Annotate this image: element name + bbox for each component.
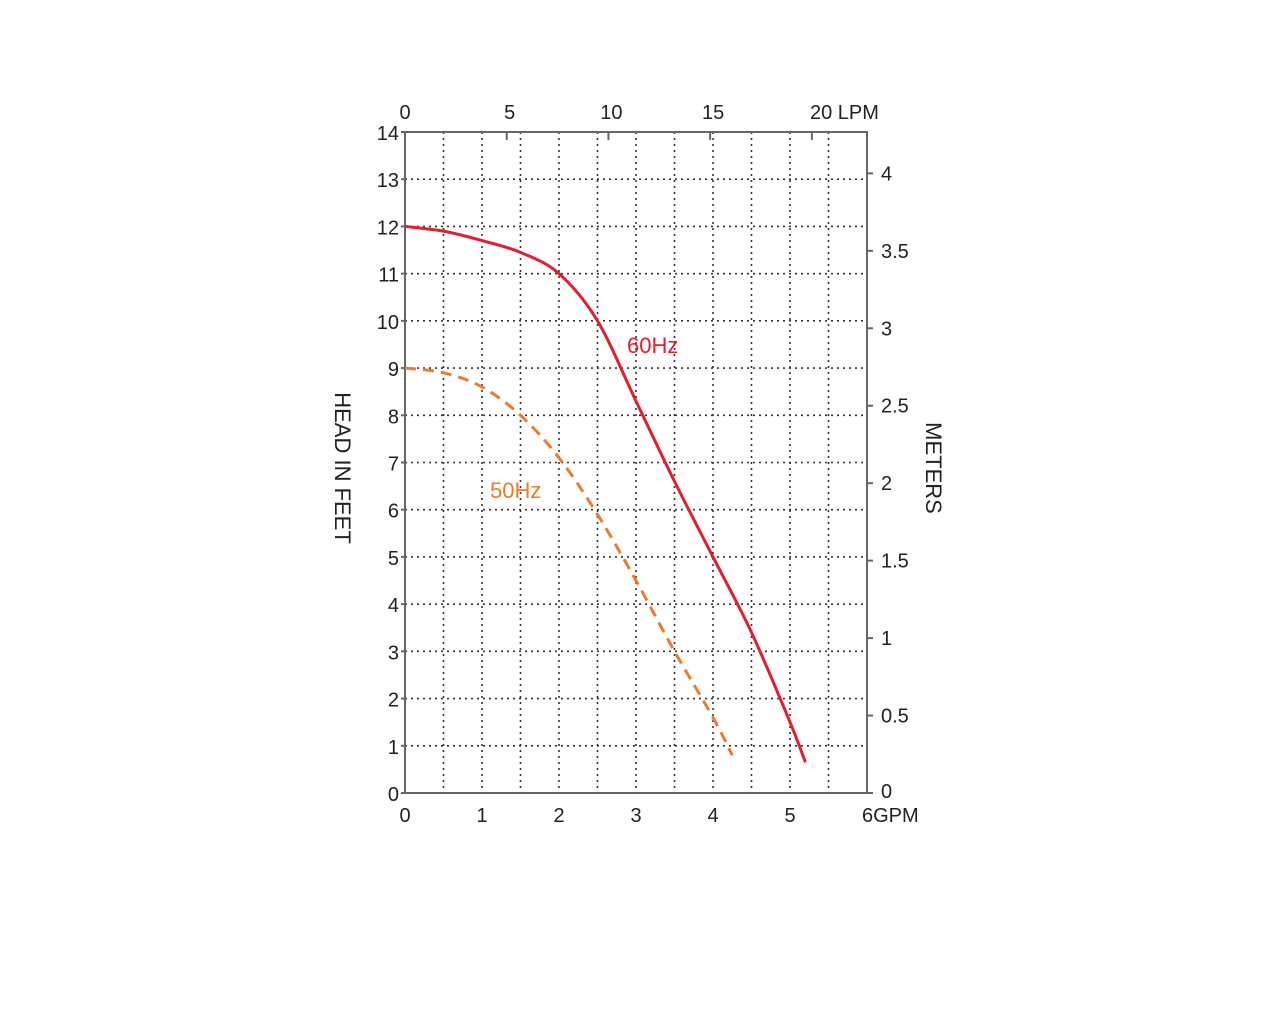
right-tick-label: 1 <box>881 628 892 650</box>
series <box>404 224 807 763</box>
right-tick-label: 4 <box>881 163 892 185</box>
top-tick-label: 10 <box>600 102 622 124</box>
series-line-60hz <box>404 224 807 763</box>
y-tick-label: 9 <box>388 359 399 381</box>
axes <box>401 131 873 794</box>
x-tick-label: 1 <box>476 805 487 827</box>
y-tick-label: 1 <box>388 737 399 759</box>
x-top-unit-label: 20 LPM <box>810 102 879 124</box>
y-axis-label: HEAD IN FEET <box>330 392 355 544</box>
series-label-50hz: 50Hz <box>490 478 541 503</box>
top-tick-label: 15 <box>702 102 724 124</box>
right-tick-label: 2 <box>881 473 892 495</box>
y-tick-label: 13 <box>377 170 399 192</box>
top-tick-label: 0 <box>399 102 410 124</box>
grid <box>405 132 867 793</box>
y-tick-label: 11 <box>378 265 399 287</box>
series-label-60hz: 60Hz <box>627 333 678 358</box>
right-tick-label: 0.5 <box>881 706 909 728</box>
y-tick-label: 14 <box>377 123 399 145</box>
y-tick-label: 7 <box>388 454 399 476</box>
series-line-50hz <box>404 366 734 756</box>
right-tick-label: 2.5 <box>881 396 909 418</box>
right-tick-label: 3.5 <box>881 241 909 263</box>
y2-axis-label: METERS <box>921 422 946 514</box>
right-tick-label: 0 <box>881 781 892 803</box>
y-tick-label: 3 <box>388 642 399 664</box>
top-tick-label: 5 <box>504 102 515 124</box>
x-tick-label: 2 <box>553 805 564 827</box>
x-tick-label: 3 <box>630 805 641 827</box>
x-tick-label: 4 <box>707 805 718 827</box>
right-tick-label: 1.5 <box>881 551 909 573</box>
x-tick-label: 5 <box>784 805 795 827</box>
y-tick-label: 8 <box>388 406 399 428</box>
x-tick-label: 0 <box>399 805 410 827</box>
right-tick-label: 3 <box>881 318 892 340</box>
y-tick-label: 0 <box>388 784 399 806</box>
y-tick-label: 2 <box>388 690 399 712</box>
y-tick-label: 6 <box>388 501 399 523</box>
y-tick-label: 4 <box>388 595 399 617</box>
y-tick-label: 5 <box>388 548 399 570</box>
x-bottom-unit-label: 6GPM <box>862 805 919 827</box>
y-tick-label: 12 <box>377 217 399 239</box>
y-tick-label: 10 <box>377 312 399 334</box>
